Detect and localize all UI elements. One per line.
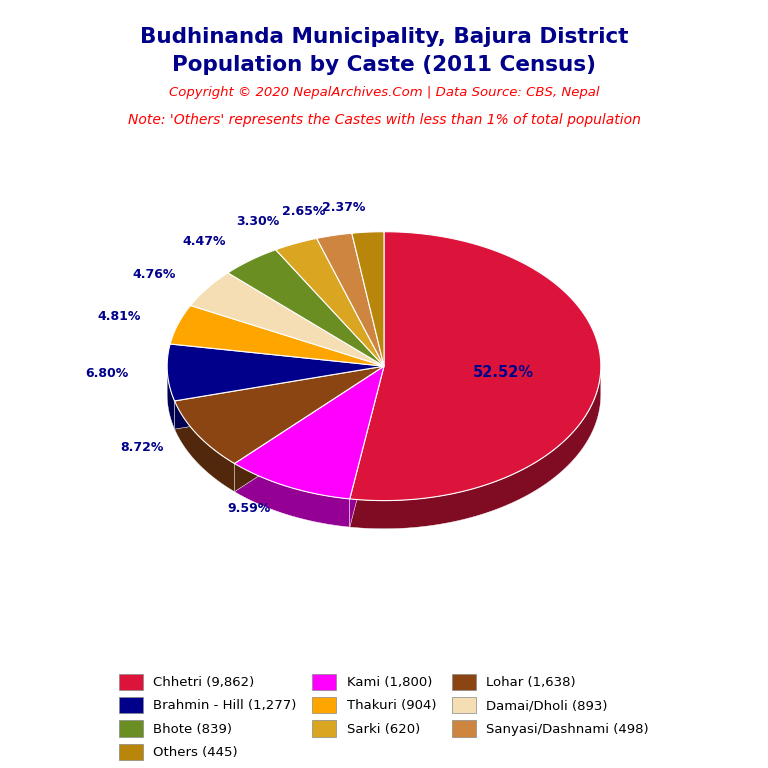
Text: 4.81%: 4.81% [98,310,141,323]
Polygon shape [349,366,384,527]
Polygon shape [167,366,174,429]
Polygon shape [276,238,384,366]
Text: Budhinanda Municipality, Bajura District: Budhinanda Municipality, Bajura District [140,27,628,47]
Text: 2.65%: 2.65% [282,205,325,218]
Polygon shape [174,401,234,492]
Polygon shape [190,273,384,366]
Polygon shape [316,233,384,366]
Polygon shape [174,366,384,464]
Legend: Chhetri (9,862), Brahmin - Hill (1,277), Bhote (839), Others (445), Kami (1,800): Chhetri (9,862), Brahmin - Hill (1,277),… [119,674,649,760]
Polygon shape [234,464,349,527]
Polygon shape [349,366,384,527]
Text: Note: 'Others' represents the Castes with less than 1% of total population: Note: 'Others' represents the Castes wit… [127,113,641,127]
Polygon shape [170,306,384,366]
Polygon shape [234,366,384,492]
Polygon shape [352,232,384,366]
Polygon shape [174,366,384,429]
Text: Population by Caste (2011 Census): Population by Caste (2011 Census) [172,55,596,75]
Text: 4.76%: 4.76% [132,268,175,281]
Text: 9.59%: 9.59% [227,502,270,515]
Polygon shape [174,366,384,429]
Text: Copyright © 2020 NepalArchives.Com | Data Source: CBS, Nepal: Copyright © 2020 NepalArchives.Com | Dat… [169,86,599,99]
Polygon shape [349,367,601,529]
Polygon shape [167,344,384,401]
Text: 52.52%: 52.52% [472,365,534,379]
Text: 3.30%: 3.30% [237,215,280,228]
Text: 2.37%: 2.37% [322,201,365,214]
Polygon shape [234,366,384,499]
Polygon shape [228,250,384,366]
Text: 4.47%: 4.47% [183,235,227,247]
Polygon shape [349,232,601,501]
Text: 6.80%: 6.80% [85,367,128,380]
Polygon shape [234,366,384,492]
Text: 8.72%: 8.72% [121,441,164,454]
